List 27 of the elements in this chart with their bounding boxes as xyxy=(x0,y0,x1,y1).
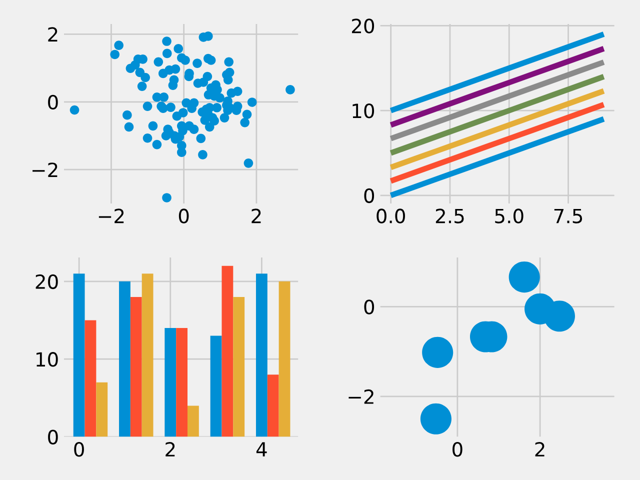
y-tick-label: 20 xyxy=(352,18,374,34)
x-tick-label: 2.5 xyxy=(436,208,464,224)
x-tick-label: 0 xyxy=(178,208,189,224)
x-tick-label: 4 xyxy=(256,442,267,456)
x-tick-label: 0.0 xyxy=(376,208,406,224)
x-tick-label: 7.5 xyxy=(554,208,582,224)
point xyxy=(420,403,452,434)
point xyxy=(422,336,454,368)
x-tick-label: 0 xyxy=(74,442,84,457)
y-tick-label: 20 xyxy=(36,274,58,290)
y-tick-label: −2 xyxy=(32,162,58,177)
y-tick-label: 0 xyxy=(48,94,58,110)
x-tick-label: 2 xyxy=(166,442,175,456)
x-tick-label: −2 xyxy=(98,208,124,224)
point xyxy=(508,262,540,293)
x-tick-label: 0 xyxy=(452,442,462,457)
y-tick-label: 10 xyxy=(36,352,58,367)
y-tick-label: −2 xyxy=(348,389,374,404)
y-tick-label: 0 xyxy=(364,188,374,204)
y-tick-label: 2 xyxy=(48,27,58,42)
x-tick-label: 5.0 xyxy=(495,208,524,224)
y-tick-label: 0 xyxy=(364,300,374,314)
y-tick-label: 0 xyxy=(48,430,58,444)
point xyxy=(544,300,575,332)
x-tick-label: 2 xyxy=(535,442,544,456)
x-tick-label: 2 xyxy=(252,208,261,224)
y-tick-label: 10 xyxy=(352,104,374,118)
